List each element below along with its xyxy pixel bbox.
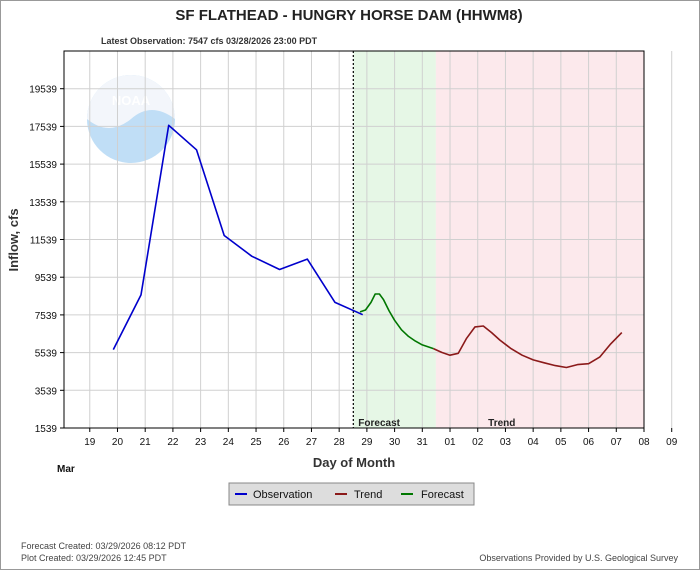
forecast-created-text: Forecast Created: 03/29/2026 08:12 PDT	[21, 541, 187, 551]
x-tick-label: 22	[167, 437, 179, 448]
series-line-trend	[433, 325, 623, 369]
plot-created-text: Plot Created: 03/29/2026 12:45 PDT	[21, 553, 167, 563]
x-tick-label: 02	[472, 437, 484, 448]
x-axis-label: Day of Month	[313, 455, 395, 470]
data-credit-text: Observations Provided by U.S. Geological…	[479, 553, 678, 563]
x-tick-label: 23	[195, 437, 207, 448]
x-tick-label: 01	[444, 437, 456, 448]
y-tick-label: 17539	[29, 122, 57, 133]
x-tick-label: 30	[389, 437, 401, 448]
month-label: Mar	[57, 464, 75, 475]
x-tick-label: 04	[528, 437, 540, 448]
x-tick-label: 21	[140, 437, 152, 448]
x-tick-label: 06	[583, 437, 595, 448]
forecast-region-label: Forecast	[358, 418, 400, 429]
x-tick-label: 24	[223, 437, 235, 448]
series-layer	[112, 124, 623, 369]
series-line-observation	[112, 124, 364, 350]
y-tick-label: 3539	[35, 386, 58, 397]
y-tick-label: 1539	[35, 424, 58, 435]
x-tick-label: 07	[611, 437, 623, 448]
y-tick-label: 9539	[35, 273, 58, 284]
x-tick-label: 03	[500, 437, 512, 448]
y-axis-label: Inflow, cfs	[6, 208, 21, 271]
x-tick-label: 09	[666, 437, 678, 448]
y-tick-label: 15539	[29, 160, 57, 171]
x-tick-label: 08	[638, 437, 650, 448]
legend-forecast: Forecast	[421, 489, 464, 501]
x-tick-label: 31	[417, 437, 429, 448]
x-tick-label: 05	[555, 437, 567, 448]
y-axis-ticks: 1539 3539 5539 7539 9539 11539 13539 15539 17539…	[29, 85, 64, 435]
chart-subtitle: Latest Observation: 7547 cfs 03/28/2026 …	[101, 36, 318, 46]
legend-observation: Observation	[253, 489, 312, 501]
x-tick-label: 27	[306, 437, 318, 448]
x-tick-label: 20	[112, 437, 124, 448]
x-tick-label: 29	[361, 437, 373, 448]
y-tick-label: 13539	[29, 198, 57, 209]
x-tick-label: 26	[278, 437, 290, 448]
legend: Observation Trend Forecast	[228, 482, 475, 506]
plot-frame	[63, 50, 645, 429]
y-tick-label: 19539	[29, 85, 57, 96]
y-tick-label: 7539	[35, 311, 58, 322]
legend-trend: Trend	[354, 489, 382, 501]
x-tick-label: 19	[84, 437, 96, 448]
chart-title: SF FLATHEAD - HUNGRY HORSE DAM (HHWM8)	[175, 7, 522, 24]
x-tick-label: 25	[250, 437, 262, 448]
trend-region-label: Trend	[488, 418, 515, 429]
x-axis-ticks: 19 20 21 22 23 24 25 26 27 28 29 30 31 01 02 03 04 05 06 07…	[84, 428, 678, 448]
x-tick-label: 28	[334, 437, 346, 448]
series-line-forecast	[359, 293, 434, 350]
svg-text:NOAA: NOAA	[112, 93, 151, 108]
y-tick-label: 11539	[30, 236, 58, 247]
y-tick-label: 5539	[35, 349, 58, 360]
